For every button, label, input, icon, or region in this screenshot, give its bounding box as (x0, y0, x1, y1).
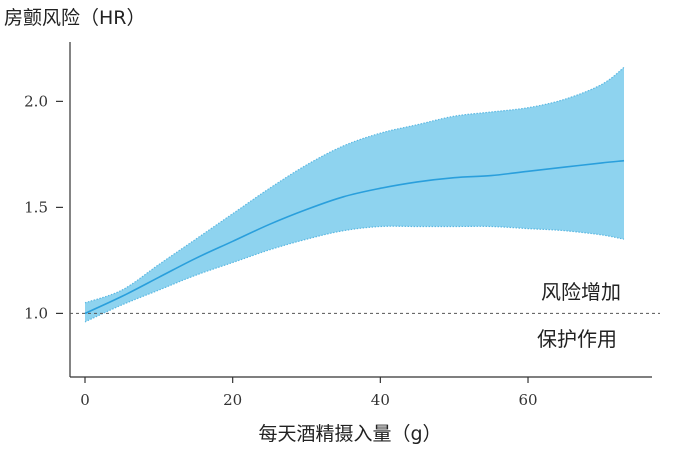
x-tick-label: 0 (80, 391, 90, 409)
y-axis-title: 房颤风险（HR） (4, 7, 146, 29)
y-tick-label: 1.0 (24, 304, 48, 322)
ticks-layer: 1.0 1.5 2.0 0 20 40 60 (24, 92, 537, 409)
x-tick-label: 60 (518, 391, 537, 409)
axes-layer (69, 42, 660, 378)
annotation-risk-increase: 风险增加 (541, 280, 621, 304)
y-tick-label: 1.5 (24, 198, 48, 216)
confidence-band-upper-edge (84, 66, 625, 304)
confidence-band-lower-edge (84, 225, 625, 323)
hr-line-layer (84, 159, 625, 315)
y-tick-label: 2.0 (24, 92, 48, 110)
x-tick-label: 20 (223, 391, 242, 409)
x-axis-title: 每天酒精摄入量（g） (258, 423, 441, 445)
annotation-protective-effect: 保护作用 (537, 327, 617, 351)
x-tick-label: 40 (371, 391, 390, 409)
hr-line (84, 159, 625, 315)
